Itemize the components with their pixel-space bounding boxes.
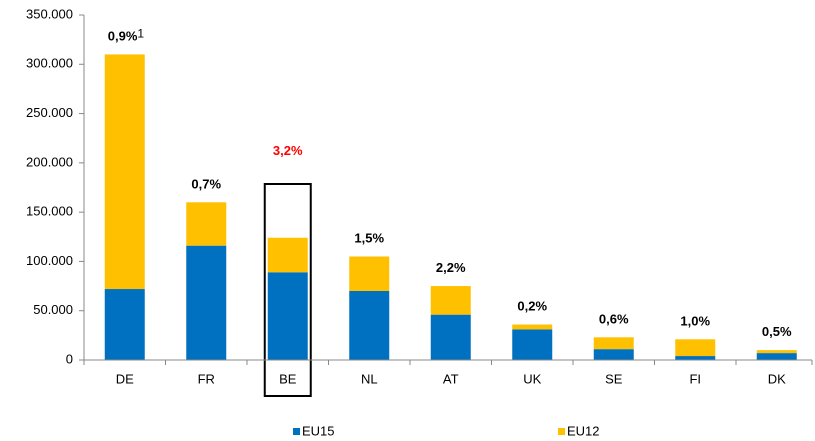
footnote-marker: 1 [137,27,144,41]
bar-segment [756,353,797,360]
data-label: 3,2% [273,143,303,158]
y-tick-label: 350.000 [26,6,73,21]
x-tick-label: BE [279,371,297,386]
data-label: 1,0% [680,314,710,329]
data-label: 2,2% [436,261,466,276]
bar-segment [593,337,634,350]
data-label-text: 0,7% [191,177,221,192]
x-tick-label: SE [605,371,623,386]
bar-segment [512,329,553,360]
data-label: 0,7% [191,177,221,192]
data-label-text: 0,5% [762,325,792,340]
bar-segment [349,256,390,291]
bar-segment [186,245,227,360]
bar-segment [267,272,308,360]
legend-swatch [293,428,300,435]
x-tick-label: UK [523,371,541,386]
data-label: 0,6% [599,312,629,327]
x-tick-label: NL [361,371,378,386]
bar-segment [430,286,471,315]
data-label: 1,5% [354,231,384,246]
y-tick-label: 150.000 [26,204,73,219]
data-label-text: 0,2% [517,299,547,314]
data-label-text: 2,2% [436,261,466,276]
x-tick-label: FR [198,371,215,386]
bar-segment [756,350,797,354]
data-label-text: 1,0% [680,314,710,329]
data-label: 0,5% [762,325,792,340]
highlight-box [263,183,312,397]
bar-segment [349,291,390,360]
data-label-text: 0,9% [108,29,138,44]
x-tick-label: DE [116,371,134,386]
x-tick-label: FI [689,371,701,386]
y-tick-label: 200.000 [26,154,73,169]
data-label-text: 1,5% [354,231,384,246]
data-label: 0,9%1 [108,27,145,44]
y-tick-label: 300.000 [26,56,73,71]
y-tick-label: 0 [66,351,73,366]
bar-segment [104,289,145,360]
bar-segment [512,324,553,330]
y-tick-label: 100.000 [26,253,73,268]
legend-swatch [558,428,565,435]
legend-label: EU12 [567,423,600,438]
bar-segment [186,202,227,246]
data-label-text: 3,2% [273,143,303,158]
y-tick-label: 50.000 [33,302,73,317]
x-tick-label: AT [443,371,459,386]
bar-segment [593,349,634,360]
bar-segment [104,54,145,290]
data-label-text: 0,6% [599,312,629,327]
legend-label: EU15 [302,423,335,438]
y-tick-label: 250.000 [26,105,73,120]
data-label: 0,2% [517,299,547,314]
bar-segment [430,314,471,360]
bar-segment [675,339,716,357]
x-tick-label: DK [768,371,786,386]
bar-segment [267,237,308,273]
bar-segment [675,356,716,360]
